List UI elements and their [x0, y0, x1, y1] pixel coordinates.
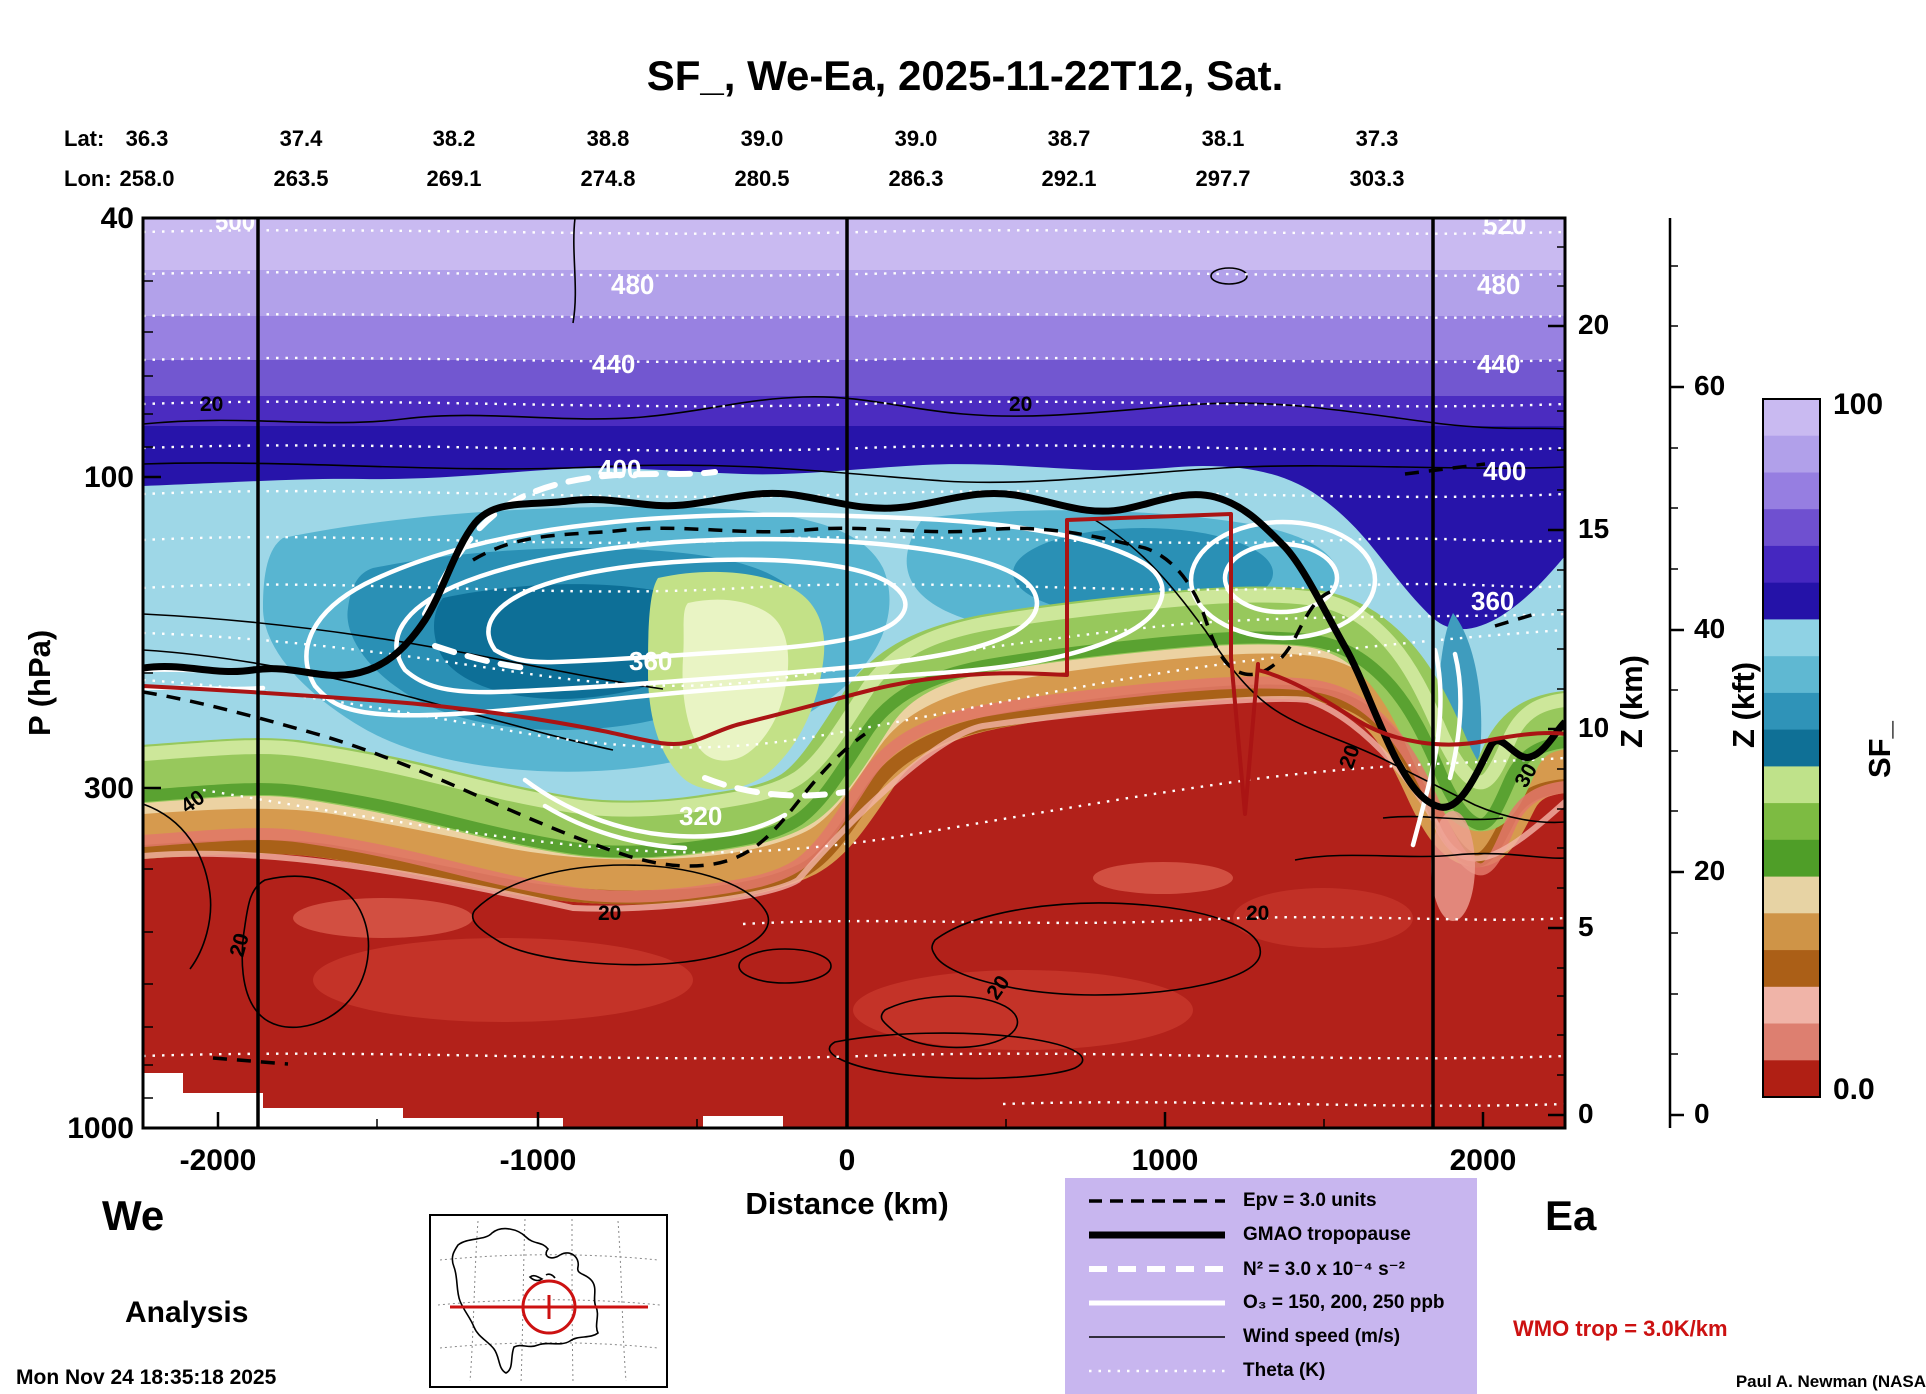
map-coastline: [451, 1227, 600, 1374]
white-dashed-line-icon: [1089, 1266, 1225, 1272]
colorbar: [1764, 399, 1820, 1098]
zkm-axis-label: Z (km): [1614, 655, 1649, 748]
legend-label: O₃ = 150, 200, 250 ppb: [1243, 1292, 1445, 1313]
black-thick-line-icon: [1089, 1231, 1225, 1239]
p-tick-300: 300: [83, 772, 134, 805]
lon-value: 263.5: [273, 166, 329, 191]
lon-value: 303.3: [1349, 166, 1405, 191]
black-dashed-line-icon: [1089, 1199, 1225, 1203]
lat-row-label: Lat:: [64, 126, 105, 151]
legend-label: Epv = 3.0 units: [1243, 1190, 1377, 1211]
p-tick-40: 40: [100, 202, 134, 235]
wind-label: 20: [1246, 902, 1269, 925]
legend-label: Theta (K): [1243, 1360, 1326, 1381]
theta-label: 320: [679, 801, 722, 831]
lon-value: 269.1: [426, 166, 482, 191]
wind-label: 20: [1009, 393, 1032, 416]
theta-label: 480: [1477, 270, 1520, 300]
page-title: SF_, We-Ea, 2025-11-22T12, Sat.: [646, 52, 1284, 99]
lat-value: 38.2: [432, 126, 476, 151]
lon-value: 286.3: [888, 166, 944, 191]
colorbar-max: 100: [1833, 388, 1884, 421]
lon-value: 258.0: [119, 166, 175, 191]
p-tick-1000: 1000: [67, 1112, 134, 1145]
theta-label: 440: [592, 349, 635, 379]
theta-label: 360: [1471, 586, 1514, 616]
zkft-tick: 40: [1694, 613, 1726, 644]
legend-row-theta: Theta (K): [1065, 1356, 1477, 1386]
lat-value: 38.7: [1047, 126, 1091, 151]
wmo-trop-note: WMO trop = 3.0K/km: [1513, 1316, 1728, 1341]
theta-label: 400: [1483, 456, 1526, 486]
theta-label: 400: [598, 454, 641, 484]
legend-box: Epv = 3.0 units GMAO tropopause N² = 3.0…: [1065, 1178, 1477, 1394]
legend-row-n2: N² = 3.0 x 10⁻⁴ s⁻²: [1065, 1254, 1477, 1284]
lat-value: 39.0: [740, 126, 784, 151]
zkm-tick: 5: [1578, 911, 1594, 942]
credit: Paul A. Newman (NASA: [1735, 1372, 1926, 1391]
west-endpoint-label: We: [102, 1192, 165, 1239]
white-solid-line-icon: [1089, 1300, 1225, 1306]
zkft-tick: 20: [1694, 855, 1726, 886]
theta-label: 500: [215, 209, 255, 236]
theta-label: 360: [629, 646, 672, 676]
legend-row-epv: Epv = 3.0 units: [1065, 1186, 1477, 1216]
colorbar-min: 0.0: [1833, 1073, 1875, 1106]
zkm-tick: 10: [1578, 712, 1610, 743]
lat-value: 37.4: [279, 126, 323, 151]
lat-value: 36.3: [125, 126, 169, 151]
lon-value: 292.1: [1041, 166, 1097, 191]
theta-label: 480: [611, 270, 654, 300]
lat-value: 39.0: [894, 126, 938, 151]
colorbar-frame: [1762, 398, 1821, 1098]
legend-label: N² = 3.0 x 10⁻⁴ s⁻²: [1243, 1258, 1406, 1280]
p-tick-100: 100: [83, 461, 134, 494]
lat-value: 38.1: [1201, 126, 1245, 151]
lon-row-label: Lon:: [64, 166, 112, 191]
zkm-tick: 15: [1578, 513, 1610, 544]
map-crosshair: [450, 1279, 648, 1335]
cross-section-plot: 500 480 440 400 360 320 520 480 440 400 …: [143, 209, 1565, 1128]
legend-label: Wind speed (m/s): [1243, 1326, 1401, 1347]
colorbar-label: SF_: [1862, 721, 1897, 778]
map-inset: [429, 1214, 668, 1388]
plot-frame: [141, 216, 1567, 1130]
x-tick: -2000: [179, 1144, 257, 1177]
legend-label: GMAO tropopause: [1243, 1224, 1411, 1245]
distance-axis-label: Distance (km): [745, 1186, 949, 1221]
legend-row-o3: O₃ = 150, 200, 250 ppb: [1065, 1288, 1477, 1318]
wind-label: 20: [598, 902, 621, 925]
lon-value: 297.7: [1195, 166, 1251, 191]
legend-row-gmao: GMAO tropopause: [1065, 1220, 1477, 1250]
x-tick: 1000: [1131, 1144, 1199, 1177]
wind-label: 20: [200, 393, 223, 416]
legend-row-wind: Wind speed (m/s): [1065, 1322, 1477, 1352]
theta-label: 520: [1483, 210, 1526, 240]
lat-value: 38.8: [586, 126, 630, 151]
lon-value: 280.5: [734, 166, 790, 191]
lat-value: 37.3: [1355, 126, 1399, 151]
pressure-axis-label: P (hPa): [22, 629, 57, 736]
analysis-label: Analysis: [125, 1296, 249, 1329]
kft-axis: [1668, 218, 1684, 1128]
x-tick: 2000: [1449, 1144, 1517, 1177]
zkft-axis-label: Z (kft): [1726, 661, 1761, 748]
east-endpoint-label: Ea: [1545, 1192, 1597, 1239]
zkm-tick: 0: [1578, 1098, 1594, 1129]
zkm-tick: 20: [1578, 309, 1610, 340]
timestamp: Mon Nov 24 18:35:18 2025: [16, 1366, 277, 1389]
zkft-tick: 60: [1694, 370, 1726, 401]
zkft-tick: 0: [1694, 1098, 1710, 1129]
lon-value: 274.8: [580, 166, 636, 191]
black-thin-line-icon: [1089, 1336, 1225, 1338]
x-tick: 0: [838, 1144, 856, 1177]
x-tick: -1000: [499, 1144, 577, 1177]
theta-label: 440: [1477, 349, 1520, 379]
white-dotted-line-icon: [1089, 1369, 1225, 1373]
